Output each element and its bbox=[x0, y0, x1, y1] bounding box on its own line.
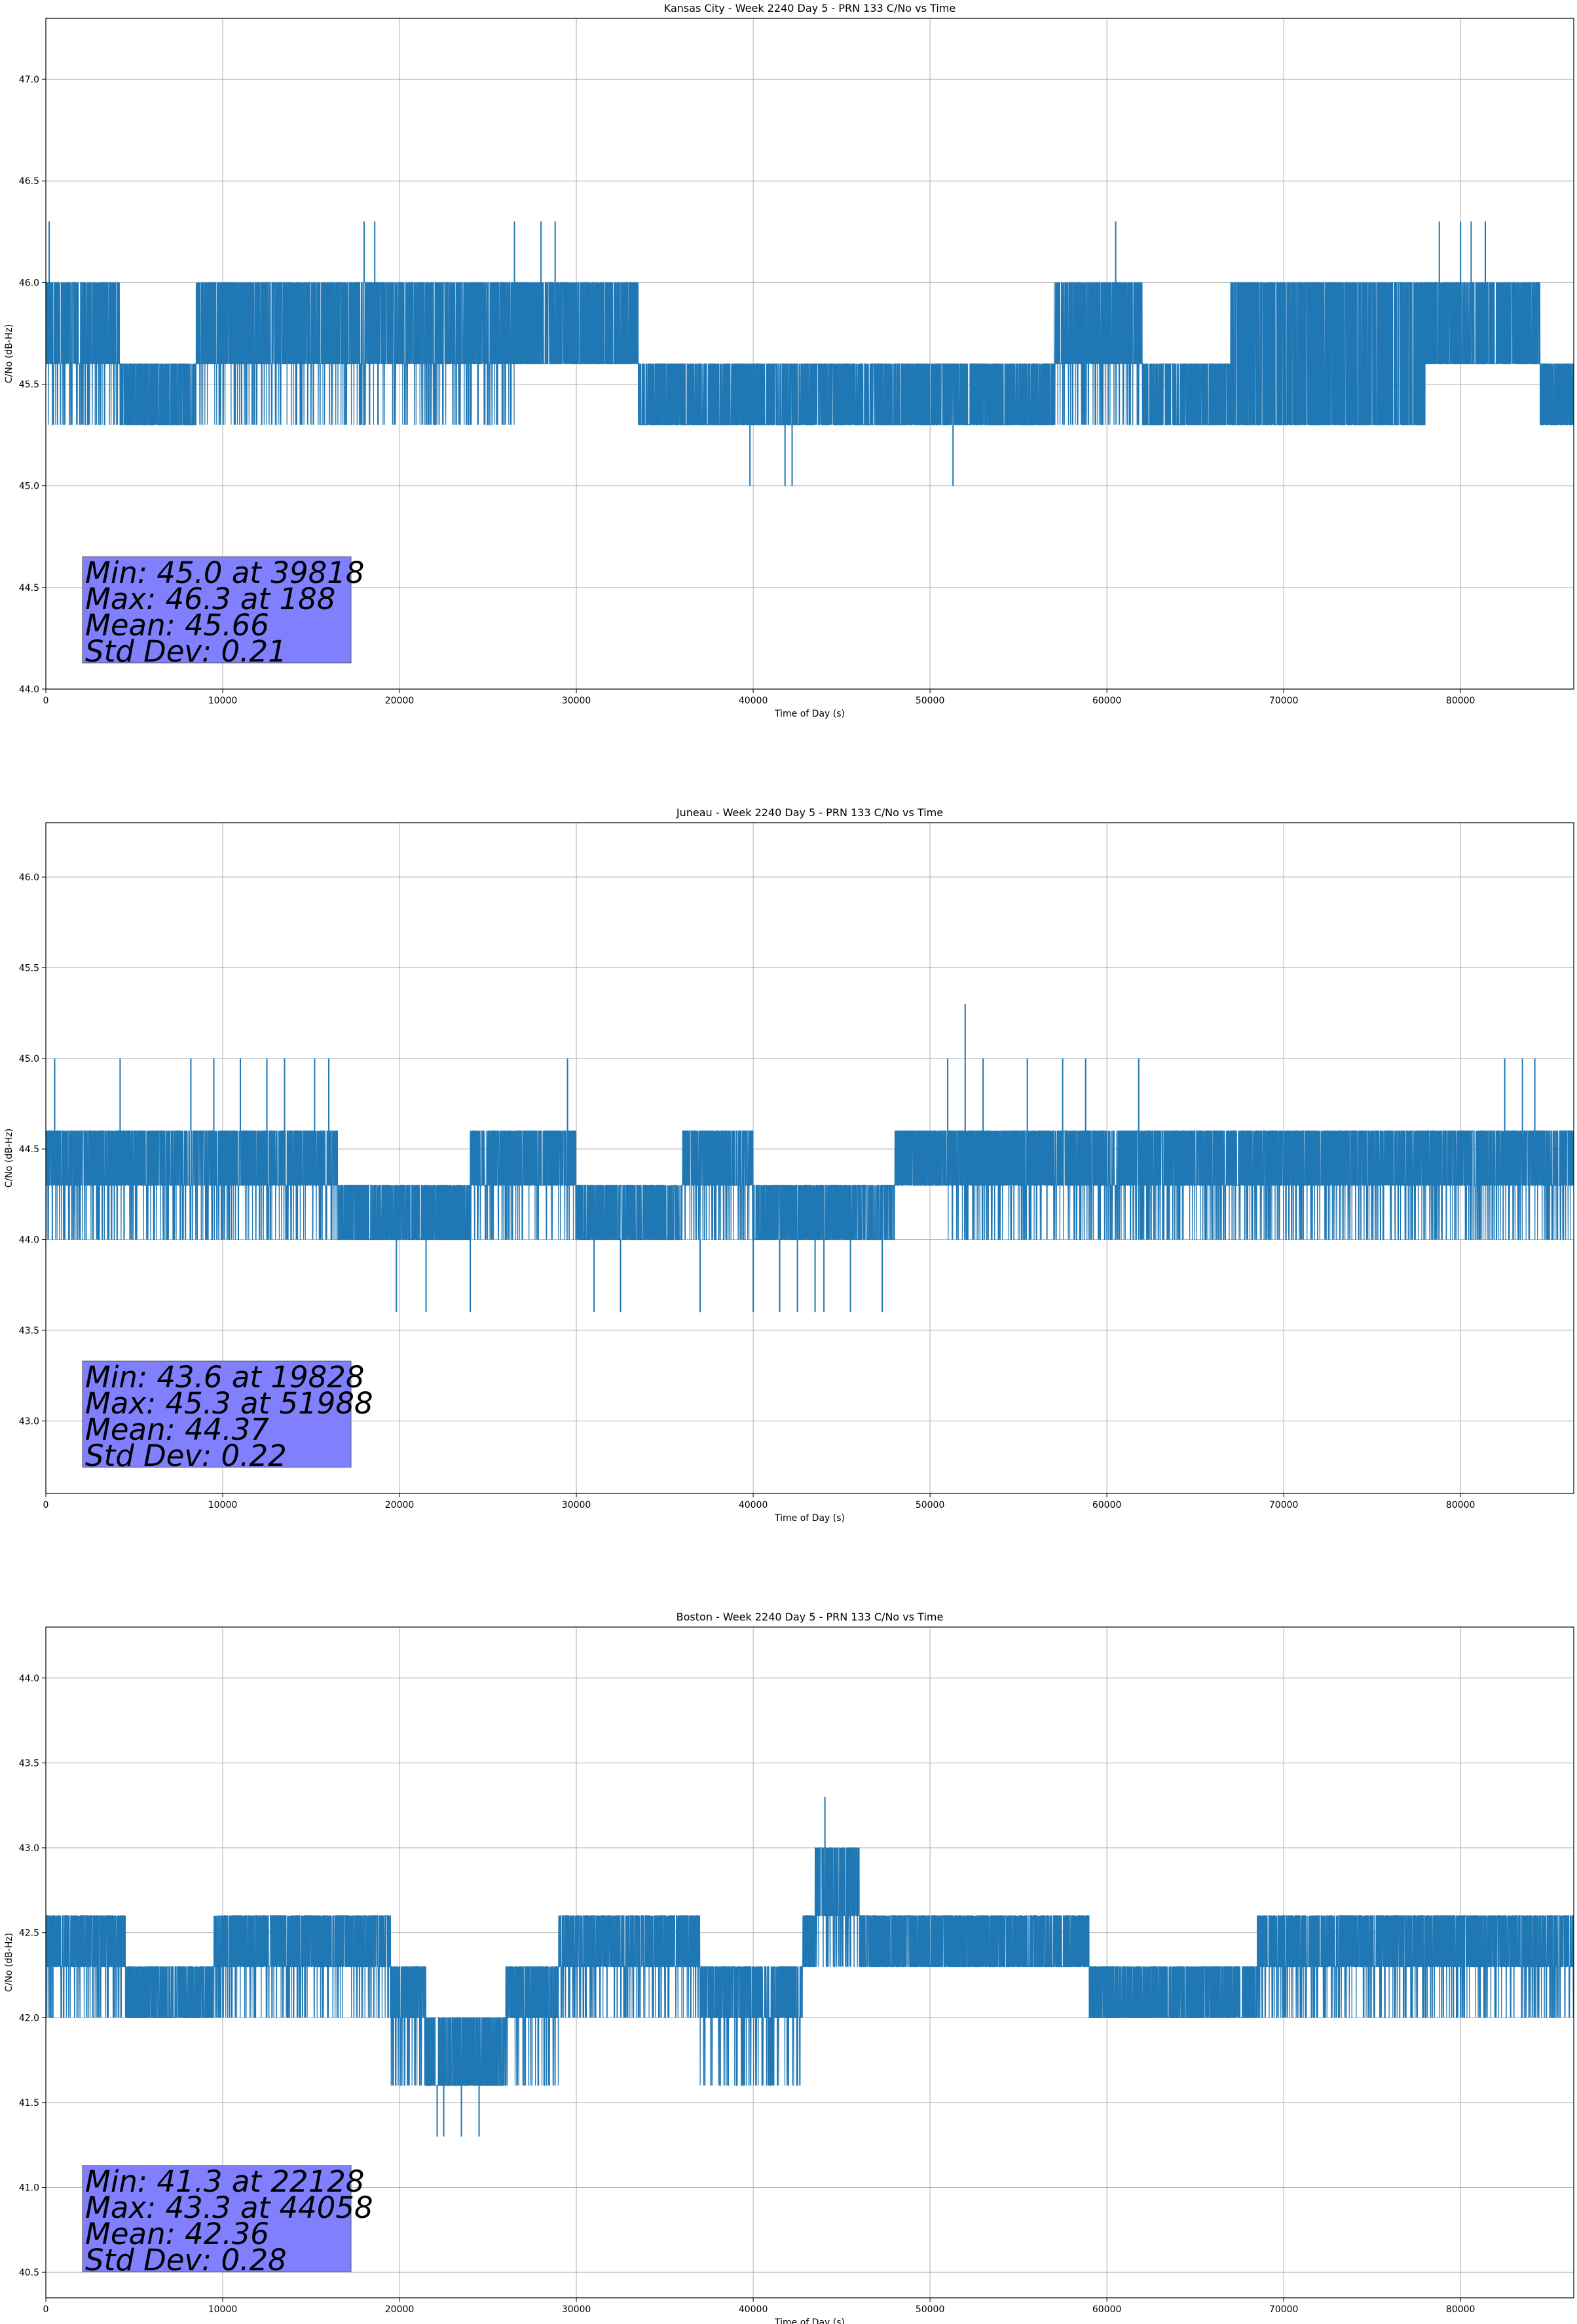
y-tick-label: 44.5 bbox=[19, 583, 39, 593]
y-tick-label: 42.5 bbox=[19, 1928, 39, 1939]
x-tick-label: 60000 bbox=[1092, 696, 1122, 706]
y-axis-label: C/No (dB-Hz) bbox=[4, 1129, 14, 1188]
chart-title: Juneau - Week 2240 Day 5 - PRN 133 C/No … bbox=[676, 806, 943, 819]
x-tick-label: 80000 bbox=[1446, 2304, 1475, 2315]
stats-line: Mean: 44.37 bbox=[85, 1412, 269, 1447]
x-tick-label: 0 bbox=[43, 696, 49, 706]
x-tick-label: 20000 bbox=[385, 2304, 415, 2315]
chart-panel-2: Juneau - Week 2240 Day 5 - PRN 133 C/No … bbox=[4, 806, 1574, 1524]
y-tick-label: 42.0 bbox=[19, 2013, 39, 2023]
x-tick-label: 20000 bbox=[385, 696, 415, 706]
y-tick-label: 41.5 bbox=[19, 2098, 39, 2108]
stats-line: Min: 45.0 at 39818 bbox=[85, 555, 365, 590]
stats-line: Min: 41.3 at 22128 bbox=[85, 2164, 365, 2199]
x-axis-label: Time of Day (s) bbox=[774, 1513, 845, 1524]
stats-line: Std Dev: 0.28 bbox=[85, 2243, 287, 2277]
stats-line: Max: 46.3 at 188 bbox=[85, 582, 335, 616]
x-tick-label: 60000 bbox=[1092, 2304, 1122, 2315]
y-tick-label: 45.0 bbox=[19, 1054, 39, 1064]
x-axis-label: Time of Day (s) bbox=[774, 2317, 845, 2324]
x-tick-label: 40000 bbox=[739, 696, 768, 706]
stats-line: Min: 43.6 at 19828 bbox=[85, 1360, 365, 1395]
stats-line: Max: 43.3 at 44058 bbox=[85, 2190, 373, 2225]
x-tick-label: 40000 bbox=[739, 1500, 768, 1510]
y-tick-label: 45.0 bbox=[19, 481, 39, 492]
x-tick-label: 50000 bbox=[916, 2304, 945, 2315]
x-tick-label: 40000 bbox=[739, 2304, 768, 2315]
stats-line: Mean: 42.36 bbox=[85, 2217, 269, 2251]
axes-frame bbox=[45, 1626, 1574, 2298]
x-tick-label: 70000 bbox=[1269, 696, 1299, 706]
stats-line: Max: 45.3 at 51988 bbox=[85, 1386, 373, 1421]
y-tick-label: 43.0 bbox=[19, 1416, 39, 1427]
y-tick-label: 46.0 bbox=[19, 872, 39, 883]
y-tick-label: 41.0 bbox=[19, 2183, 39, 2193]
x-tick-label: 70000 bbox=[1269, 2304, 1299, 2315]
y-tick-label: 43.5 bbox=[19, 1758, 39, 1769]
y-axis-label: C/No (dB-Hz) bbox=[4, 1933, 14, 1992]
y-tick-label: 45.5 bbox=[19, 380, 39, 390]
axes-frame bbox=[45, 822, 1574, 1494]
x-tick-label: 30000 bbox=[562, 2304, 591, 2315]
x-tick-label: 70000 bbox=[1269, 1500, 1299, 1510]
y-tick-label: 44.0 bbox=[19, 1235, 39, 1246]
stats-box bbox=[82, 1360, 352, 1468]
stats-box bbox=[82, 556, 352, 664]
series-line bbox=[45, 1130, 1574, 1241]
y-tick-label: 44.5 bbox=[19, 1144, 39, 1155]
stats-line: Std Dev: 0.22 bbox=[85, 1438, 287, 1473]
x-tick-label: 10000 bbox=[208, 2304, 238, 2315]
x-tick-label: 0 bbox=[43, 1500, 49, 1510]
y-tick-label: 46.0 bbox=[19, 278, 39, 288]
chart-panel-1: Kansas City - Week 2240 Day 5 - PRN 133 … bbox=[4, 2, 1574, 719]
y-tick-label: 45.5 bbox=[19, 963, 39, 973]
series-line bbox=[45, 282, 1574, 426]
y-tick-label: 46.5 bbox=[19, 176, 39, 187]
y-tick-label: 44.0 bbox=[19, 1674, 39, 1684]
x-tick-label: 10000 bbox=[208, 696, 238, 706]
y-tick-label: 47.0 bbox=[19, 75, 39, 85]
axes-frame bbox=[45, 18, 1574, 690]
x-tick-label: 30000 bbox=[562, 1500, 591, 1510]
stats-line: Std Dev: 0.21 bbox=[85, 634, 287, 669]
x-tick-label: 30000 bbox=[562, 696, 591, 706]
stats-line: Mean: 45.66 bbox=[85, 608, 269, 643]
y-tick-label: 43.5 bbox=[19, 1326, 39, 1336]
series-line bbox=[46, 1847, 1574, 2086]
x-tick-label: 80000 bbox=[1446, 696, 1475, 706]
x-tick-label: 50000 bbox=[916, 1500, 945, 1510]
y-axis-label: C/No (dB-Hz) bbox=[4, 324, 14, 383]
x-tick-label: 20000 bbox=[385, 1500, 415, 1510]
y-tick-label: 43.0 bbox=[19, 1843, 39, 1854]
x-axis-label: Time of Day (s) bbox=[774, 709, 845, 719]
x-tick-label: 50000 bbox=[916, 696, 945, 706]
chart-panel-3: Boston - Week 2240 Day 5 - PRN 133 C/No … bbox=[4, 1611, 1574, 2324]
y-tick-label: 44.0 bbox=[19, 684, 39, 695]
x-tick-label: 60000 bbox=[1092, 1500, 1122, 1510]
chart-title: Boston - Week 2240 Day 5 - PRN 133 C/No … bbox=[677, 1611, 944, 1623]
chart-title: Kansas City - Week 2240 Day 5 - PRN 133 … bbox=[664, 2, 955, 14]
y-tick-label: 40.5 bbox=[19, 2268, 39, 2278]
x-tick-label: 80000 bbox=[1446, 1500, 1475, 1510]
x-tick-label: 0 bbox=[43, 2304, 49, 2315]
x-tick-label: 10000 bbox=[208, 1500, 238, 1510]
stats-box bbox=[82, 2165, 352, 2272]
